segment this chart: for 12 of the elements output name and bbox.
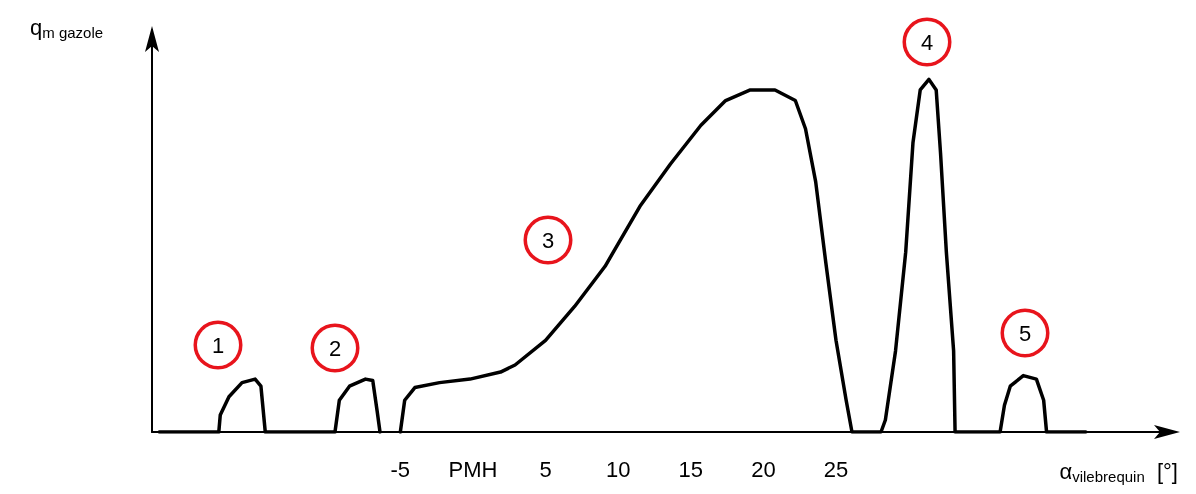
x-tick-label: 20 xyxy=(751,456,776,482)
x-tick-label: 15 xyxy=(678,456,704,482)
x-tick-label: -5 xyxy=(390,456,411,482)
text: 4 xyxy=(920,29,934,55)
annotation: 5 xyxy=(1018,320,1032,346)
x-tick-label: 25 xyxy=(823,456,849,482)
x-tick-label: 5 xyxy=(539,456,552,482)
annotation: 1 xyxy=(211,332,225,358)
x-tick-label: PMH xyxy=(448,456,498,482)
x-tick-label: 10 xyxy=(605,456,631,482)
annotation: 3 xyxy=(541,227,555,253)
annotation: 2 xyxy=(328,335,342,361)
